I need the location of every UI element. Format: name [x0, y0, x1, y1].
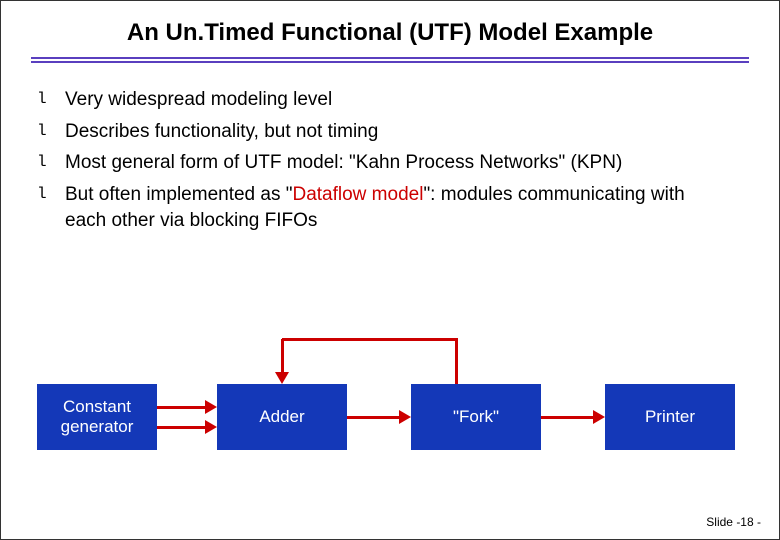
arrow-head-icon	[593, 410, 605, 424]
bullet-highlight: Dataflow model	[292, 184, 423, 205]
flow-node-constgen: Constant generator	[37, 384, 157, 450]
flow-node-fork: "Fork"	[411, 384, 541, 450]
flow-arrow	[455, 339, 458, 384]
arrow-head-icon	[399, 410, 411, 424]
flow-arrow	[157, 406, 207, 409]
flow-arrow	[282, 338, 458, 341]
flow-node-adder: Adder	[217, 384, 347, 450]
bullet-item: Describes functionality, but not timing	[65, 119, 731, 145]
bullet-text: But often implemented as "	[65, 184, 292, 205]
slide: An Un.Timed Functional (UTF) Model Examp…	[0, 0, 780, 540]
arrow-head-icon	[275, 372, 289, 384]
flow-arrow	[157, 426, 207, 429]
arrow-head-icon	[205, 420, 217, 434]
flow-arrow	[281, 339, 284, 374]
bullet-list: Very widespread modeling level Describes …	[1, 63, 779, 249]
bullet-item: But often implemented as "Dataflow model…	[65, 182, 731, 233]
arrow-head-icon	[205, 400, 217, 414]
flow-arrow	[347, 416, 401, 419]
flow-diagram: Constant generator Adder "Fork" Printer	[1, 319, 779, 469]
flow-node-printer: Printer	[605, 384, 735, 450]
slide-number: Slide -18 -	[706, 515, 761, 529]
bullet-item: Most general form of UTF model: "Kahn Pr…	[65, 150, 731, 176]
flow-arrow	[541, 416, 595, 419]
bullet-item: Very widespread modeling level	[65, 87, 731, 113]
page-title: An Un.Timed Functional (UTF) Model Examp…	[1, 1, 779, 57]
